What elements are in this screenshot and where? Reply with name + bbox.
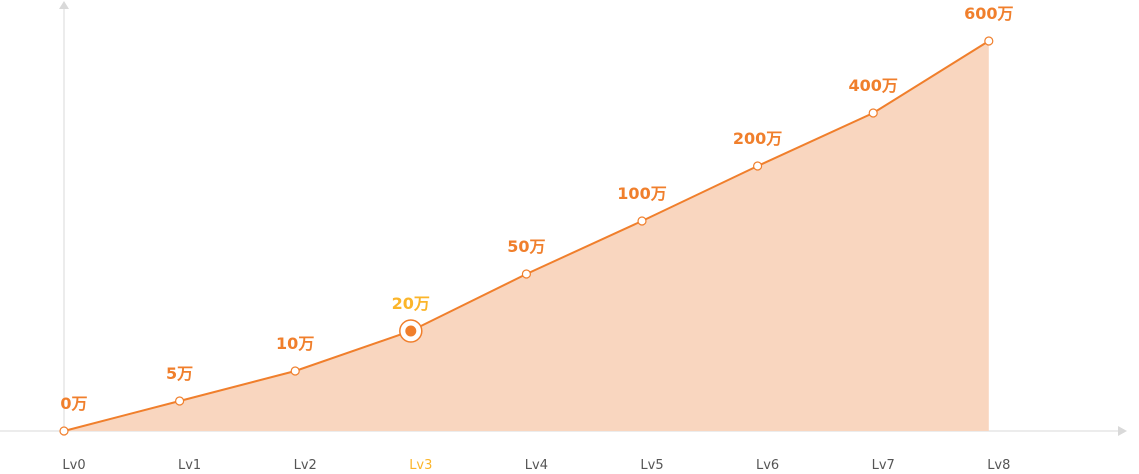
- data-point-lv1[interactable]: [175, 396, 185, 406]
- data-label-lv5: 100万: [617, 184, 666, 203]
- data-label-lv2: 10万: [276, 334, 314, 353]
- data-point-lv7[interactable]: [868, 108, 878, 118]
- data-label-lv3: 20万: [392, 294, 430, 313]
- x-tick-label-lv7: Lv7: [872, 458, 895, 473]
- x-tick-label-lv4: Lv4: [525, 458, 548, 473]
- x-tick-label-lv3: Lv3: [409, 458, 432, 473]
- area-fill: [64, 41, 989, 431]
- x-tick-label-lv6: Lv6: [756, 458, 779, 473]
- x-tick-label-lv1: Lv1: [178, 458, 201, 473]
- data-label-lv1: 5万: [166, 364, 193, 383]
- data-point-lv0[interactable]: [59, 426, 69, 436]
- data-label-lv7: 400万: [848, 76, 897, 95]
- data-point-lv8[interactable]: [984, 36, 994, 46]
- data-point-lv4[interactable]: [521, 269, 532, 279]
- y-axis-arrow-icon: [59, 1, 69, 9]
- data-label-lv8: 600万: [964, 4, 1013, 23]
- data-point-lv3[interactable]: [405, 325, 417, 337]
- x-tick-label-lv8: Lv8: [987, 458, 1010, 473]
- data-label-lv0: 0万: [60, 394, 87, 413]
- x-tick-label-lv2: Lv2: [294, 458, 317, 473]
- data-label-lv4: 50万: [507, 237, 545, 256]
- data-point-lv6[interactable]: [752, 161, 763, 171]
- data-point-lv5[interactable]: [637, 216, 647, 226]
- x-tick-label-lv0: Lv0: [62, 458, 85, 473]
- x-tick-label-lv5: Lv5: [640, 458, 663, 473]
- data-label-lv6: 200万: [733, 129, 782, 148]
- x-axis-arrow-icon: [1118, 426, 1127, 436]
- data-point-lv2[interactable]: [290, 366, 300, 376]
- data-marks: 0万 Lv0 5万 Lv1 10万 Lv2 20万 Lv3 50万 Lv4 100万 Lv5 200万 L…: [59, 4, 1014, 473]
